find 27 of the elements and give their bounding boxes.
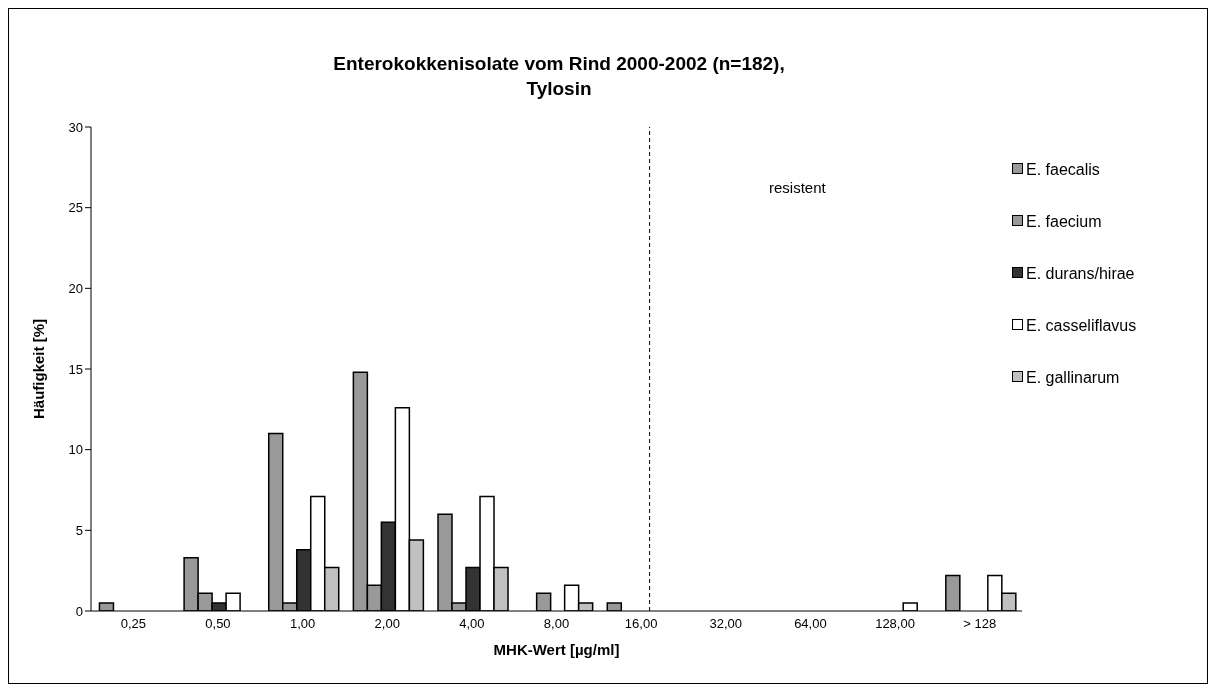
- x-tick-label: 2,00: [374, 616, 400, 632]
- y-tick-label: 10: [68, 442, 83, 458]
- chart-title: Enterokokkenisolate vom Rind 2000-2002 (n=182), Tylosin: [332, 52, 786, 101]
- x-tick-label: 16,00: [624, 616, 658, 632]
- y-tick-label: 20: [68, 280, 83, 296]
- y-axis-title: Häufigkeit [%]: [30, 318, 48, 420]
- x-tick-label: 64,00: [794, 616, 827, 632]
- y-tick-label: 5: [75, 522, 83, 538]
- y-tick-label: 0: [75, 603, 83, 619]
- legend-label: E. gallinarum: [1026, 369, 1120, 387]
- x-tick-label: 128,00: [875, 616, 915, 632]
- legend-label: E. durans/hirae: [1026, 265, 1135, 283]
- legend-label: E. casseliflavus: [1026, 317, 1137, 335]
- x-tick-label: > 128: [963, 616, 997, 632]
- x-tick-label: 0,25: [120, 616, 146, 632]
- legend-label: E. faecalis: [1026, 161, 1100, 179]
- x-tick-label: 4,00: [459, 616, 485, 632]
- y-tick-label: 25: [68, 200, 83, 216]
- x-tick-label: 0,50: [205, 616, 231, 632]
- annotation: resistent: [769, 179, 826, 196]
- x-axis-title: MHK-Wert [µg/ml]: [493, 641, 620, 658]
- y-tick-label: 15: [68, 361, 83, 377]
- legend-label: E. faecium: [1026, 213, 1102, 231]
- x-tick-label: 8,00: [543, 616, 570, 632]
- x-tick-label: 1,00: [289, 616, 316, 632]
- x-tick-label: 32,00: [709, 616, 743, 632]
- y-tick-label: 30: [68, 119, 83, 135]
